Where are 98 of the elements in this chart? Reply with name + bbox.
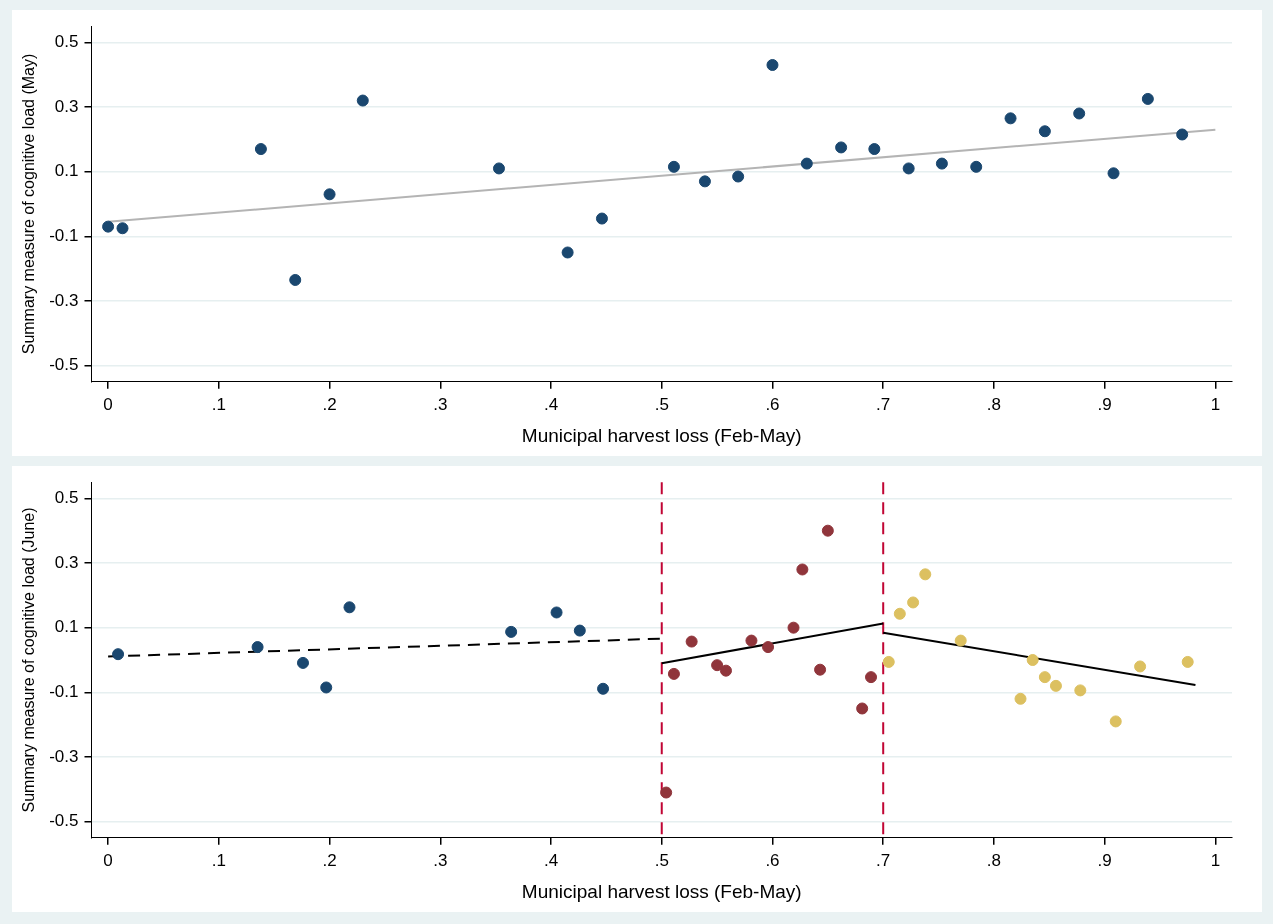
point	[893, 607, 906, 620]
x-tick-label: .4	[543, 394, 559, 414]
point	[907, 596, 920, 609]
x-tick-label: .9	[1097, 394, 1112, 414]
point	[343, 601, 356, 614]
point	[1073, 107, 1086, 120]
x-tick-label: .3	[433, 850, 448, 870]
y-tick-label: 0.1	[54, 617, 79, 637]
point	[711, 659, 724, 672]
point	[492, 162, 505, 175]
point	[1038, 125, 1051, 138]
x-tick-label: .3	[433, 394, 448, 414]
point	[800, 157, 813, 170]
x-tick-label: .5	[654, 394, 669, 414]
point	[320, 681, 333, 694]
y-tick-label: 0.5	[54, 488, 79, 508]
x-tick-label: .7	[876, 394, 891, 414]
point	[1038, 671, 1051, 684]
point	[954, 634, 967, 647]
x-tick-label: .7	[876, 850, 891, 870]
point	[1004, 112, 1017, 125]
y-axis-title: Summary measure of cognitive load (June)	[20, 507, 38, 813]
y-tick-label: -0.3	[49, 746, 79, 766]
point	[919, 568, 932, 581]
x-tick-label: .2	[322, 394, 337, 414]
point	[505, 625, 518, 638]
point	[1026, 654, 1039, 666]
point	[935, 157, 948, 170]
y-tick-label: 0.3	[54, 552, 79, 572]
point	[323, 188, 336, 201]
x-tick-label: .6	[765, 394, 780, 414]
y-axis-title: Summary measure of cognitive load (May)	[20, 53, 38, 355]
y-tick-label: 0.5	[54, 32, 79, 52]
point	[289, 273, 302, 286]
y-tick-label: -0.5	[49, 355, 79, 375]
point	[732, 170, 745, 183]
x-tick-label: .4	[543, 850, 559, 870]
point	[667, 160, 680, 173]
x-axis-title: Municipal harvest loss (Feb-May)	[521, 880, 802, 902]
point	[1176, 128, 1189, 141]
point	[796, 563, 809, 576]
y-tick-label: -0.3	[49, 290, 79, 310]
point	[970, 160, 983, 173]
point	[660, 786, 673, 799]
point	[561, 246, 574, 259]
point	[685, 635, 698, 648]
y-tick-label: 0.1	[54, 161, 79, 181]
x-tick-label: 1	[1210, 850, 1221, 870]
point	[550, 606, 563, 619]
y-tick-label: -0.5	[49, 811, 79, 831]
y-tick-label: 0.3	[54, 96, 79, 116]
x-axis-title: Municipal harvest loss (Feb-May)	[521, 424, 802, 446]
x-tick-label: .2	[322, 850, 337, 870]
point	[719, 664, 732, 677]
x-tick-label: .1	[211, 394, 226, 414]
x-tick-label: 1	[1210, 394, 1221, 414]
point	[698, 175, 711, 188]
point	[1049, 679, 1062, 692]
point	[595, 212, 608, 225]
point	[882, 655, 895, 668]
point	[112, 648, 125, 661]
x-tick-label: 0	[103, 394, 113, 414]
point	[766, 58, 779, 71]
point	[745, 634, 758, 647]
point	[597, 682, 610, 695]
point	[116, 222, 129, 235]
x-tick-label: .9	[1097, 850, 1112, 870]
point	[1109, 715, 1122, 728]
point	[1141, 92, 1154, 105]
point	[254, 143, 267, 156]
x-tick-label: .8	[986, 850, 1002, 870]
point	[856, 702, 869, 715]
x-tick-label: .5	[654, 850, 669, 870]
point	[667, 667, 680, 680]
point	[1181, 655, 1194, 668]
point	[787, 621, 800, 634]
point	[296, 656, 309, 669]
point	[251, 641, 264, 654]
point	[821, 524, 834, 537]
point	[1074, 684, 1087, 697]
x-tick-label: .8	[986, 394, 1002, 414]
point	[835, 141, 848, 154]
point	[573, 624, 586, 637]
x-tick-label: 0	[103, 850, 113, 870]
point	[865, 671, 878, 684]
point	[356, 94, 369, 107]
y-tick-label: -0.1	[49, 682, 79, 702]
point	[868, 143, 881, 156]
point	[902, 162, 915, 175]
x-tick-label: .1	[211, 850, 226, 870]
point	[1014, 692, 1027, 705]
point	[1134, 660, 1147, 673]
point	[1107, 167, 1120, 180]
x-tick-label: .6	[765, 850, 780, 870]
point	[814, 663, 827, 676]
point	[762, 641, 775, 654]
point	[102, 220, 115, 233]
y-tick-label: -0.1	[49, 226, 79, 246]
